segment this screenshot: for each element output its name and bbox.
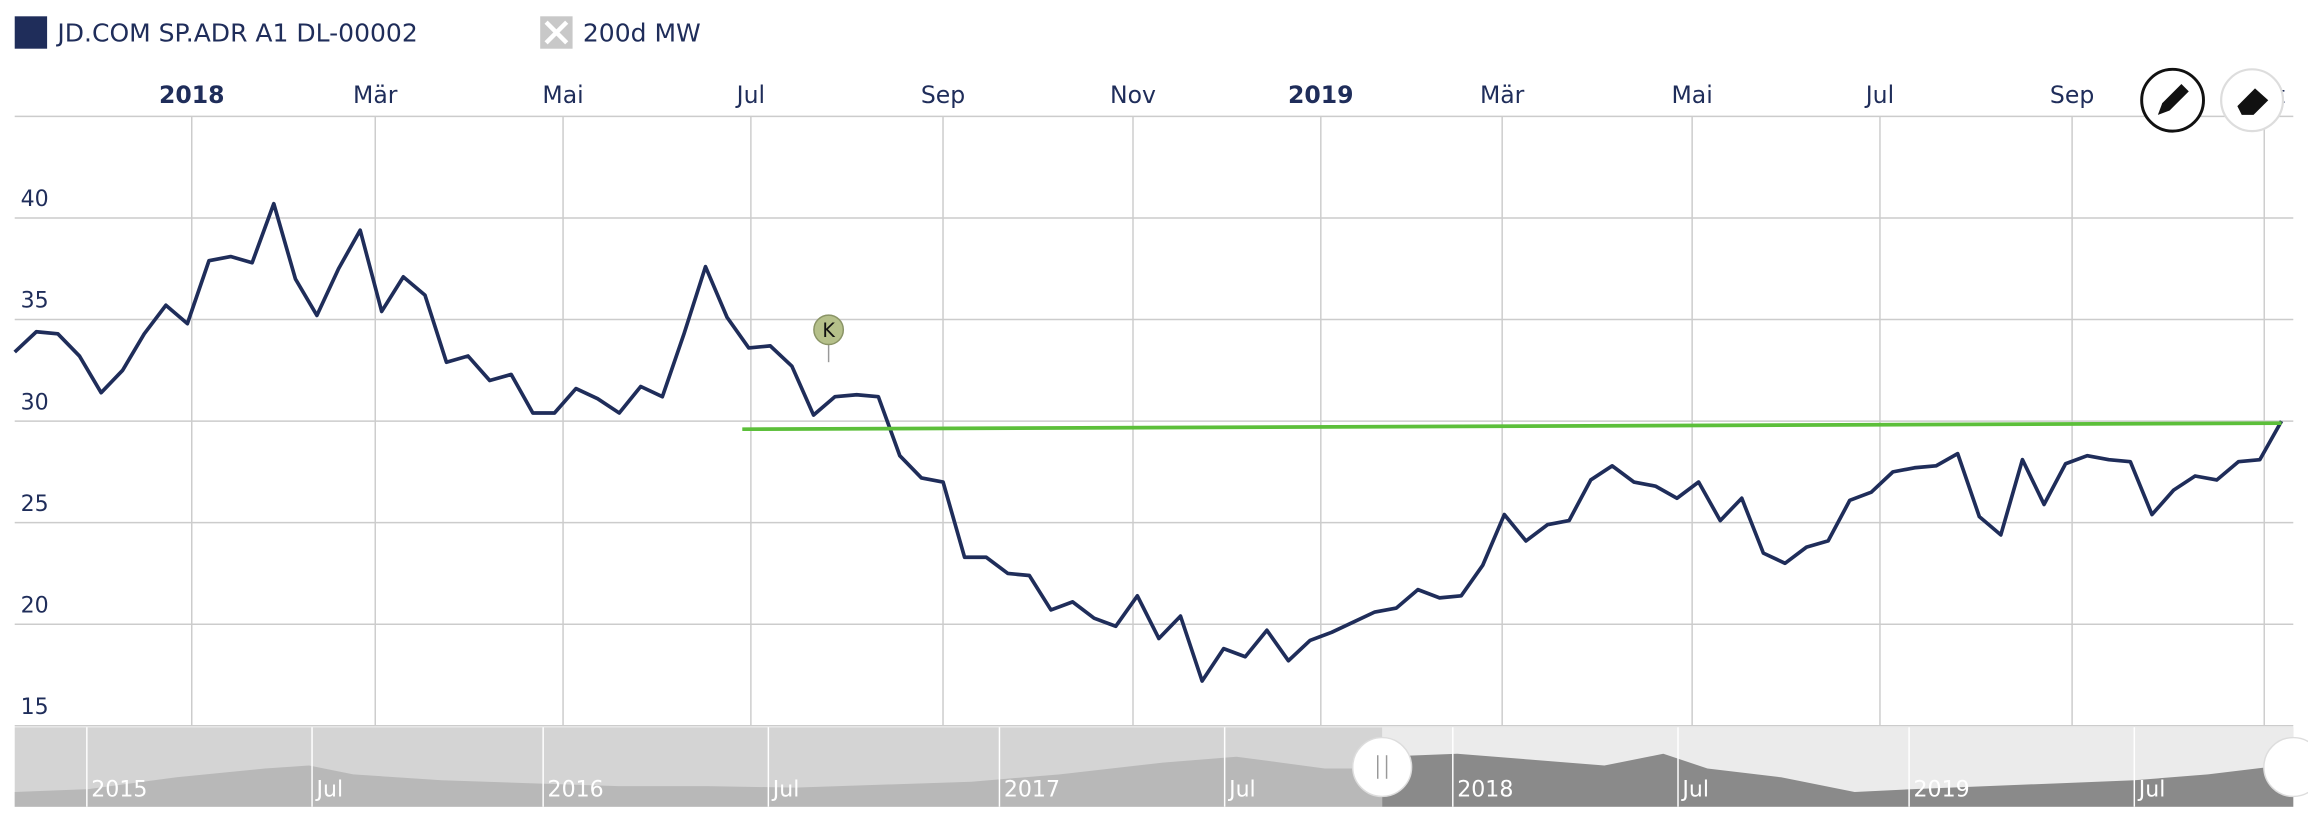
navigator-handle[interactable] <box>2263 736 2308 798</box>
y-tick-label: 30 <box>21 390 49 415</box>
x-tick-label: Jul <box>735 81 765 109</box>
x-tick-label: Mär <box>353 81 398 109</box>
x-tick-label: 2018 <box>159 81 225 109</box>
y-tick-label: 25 <box>21 492 49 517</box>
x-tick-label: Mai <box>542 81 583 109</box>
navigator-handle[interactable] <box>1351 736 1413 798</box>
navigator-label: Jul <box>771 777 800 802</box>
navigator-label: Jul <box>1227 777 1256 802</box>
series-line <box>742 421 2282 432</box>
grid: 15 20 25 30 35 40 2018 Mär Mai Jul Sep Nov 2019 Mär Ma… <box>14 81 2294 727</box>
annotation-label: K <box>822 319 835 342</box>
x-tick-label: Jul <box>1864 81 1894 109</box>
y-tick-label: 35 <box>21 289 49 314</box>
navigator-area-selected <box>1382 753 2294 807</box>
annotation-flag <box>813 314 845 346</box>
legend-disabled-cross <box>544 20 569 45</box>
navigator[interactable]: 2015 Jul 2016 Jul 2017 Jul 2018 Jul 2019 Jul <box>14 727 2308 807</box>
y-tick-label: 15 <box>21 695 49 720</box>
x-tick-label: Nov <box>1110 81 1156 109</box>
legend-label[interactable]: JD.COM SP.ADR A1 DL-00002 <box>55 18 417 47</box>
navigator-label: Jul <box>314 777 343 802</box>
eraser-icon <box>2237 88 2269 115</box>
x-tick-label: Sep <box>2050 81 2094 109</box>
legend-swatch <box>14 16 48 49</box>
pencil-icon <box>2157 84 2189 115</box>
x-tick-label: 2019 <box>1288 81 1354 109</box>
y-tick-label: 20 <box>21 593 49 618</box>
draw-tool[interactable] <box>2140 67 2205 133</box>
plot: K <box>13 201 2284 683</box>
navigator-label: 2016 <box>548 777 604 802</box>
x-tick-label: Sep <box>921 81 965 109</box>
navigator-label: 2018 <box>1457 777 1513 802</box>
navigator-label: 2017 <box>1004 777 1060 802</box>
legend-label[interactable]: 200d MW <box>583 18 701 47</box>
navigator-label: Jul <box>2137 777 2166 802</box>
legend: JD.COM SP.ADR A1 DL-00002 200d MW <box>14 16 701 49</box>
series-line <box>13 201 2284 683</box>
navigator-label: Jul <box>1680 777 1709 802</box>
y-tick-label: 40 <box>21 187 49 212</box>
navigator-label: 2015 <box>91 777 147 802</box>
x-tick-label: Mai <box>1671 81 1712 109</box>
x-tick-label: Mär <box>1480 81 1525 109</box>
navigator-label: 2019 <box>1914 777 1970 802</box>
navigator-area <box>14 756 1383 807</box>
erase-tool[interactable] <box>2220 68 2285 133</box>
